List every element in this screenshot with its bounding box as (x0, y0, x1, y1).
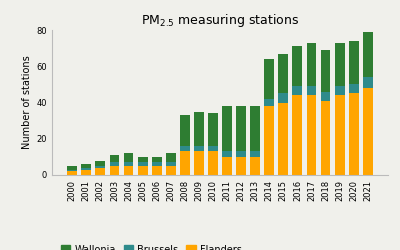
Bar (81, 168, 91, 170)
Bar (222, 152, 232, 157)
Bar (222, 157, 232, 175)
Bar (208, 146, 218, 152)
Bar (67, 170, 77, 172)
Bar (152, 166, 162, 175)
Bar (152, 162, 162, 166)
Bar (138, 166, 148, 175)
Bar (180, 115, 190, 146)
Bar (363, 32, 373, 77)
Bar (250, 106, 260, 152)
Bar (250, 152, 260, 157)
Bar (236, 152, 246, 157)
Bar (335, 43, 344, 86)
Bar (180, 152, 190, 175)
Bar (152, 157, 162, 162)
Bar (67, 172, 77, 175)
Bar (278, 102, 288, 175)
Bar (166, 153, 176, 162)
Y-axis label: Number of stations: Number of stations (22, 56, 32, 149)
Bar (363, 88, 373, 175)
Bar (306, 86, 316, 95)
Bar (194, 112, 204, 146)
Bar (166, 162, 176, 166)
Bar (110, 155, 119, 162)
Bar (278, 94, 288, 102)
Bar (349, 41, 359, 84)
Bar (96, 168, 105, 175)
Bar (264, 106, 274, 175)
Bar (110, 166, 119, 175)
Bar (124, 162, 134, 166)
Bar (292, 86, 302, 95)
Bar (335, 86, 344, 95)
Bar (335, 95, 344, 175)
Bar (180, 146, 190, 152)
Bar (96, 166, 105, 168)
Bar (208, 152, 218, 175)
Bar (166, 166, 176, 175)
Bar (236, 106, 246, 152)
Bar (306, 43, 316, 86)
Bar (306, 95, 316, 175)
Bar (194, 152, 204, 175)
Bar (96, 160, 105, 166)
Bar (124, 166, 134, 175)
Bar (81, 170, 91, 175)
Bar (194, 146, 204, 152)
Bar (236, 157, 246, 175)
Bar (208, 114, 218, 146)
Bar (292, 95, 302, 175)
Bar (349, 94, 359, 175)
Bar (138, 162, 148, 166)
Bar (278, 54, 288, 94)
Bar (321, 101, 330, 175)
Legend: Wallonia, Brussels, Flanders: Wallonia, Brussels, Flanders (57, 241, 246, 250)
Bar (81, 164, 91, 168)
Bar (138, 157, 148, 162)
Bar (222, 106, 232, 152)
Bar (349, 84, 359, 94)
Bar (292, 46, 302, 86)
Bar (250, 157, 260, 175)
Bar (363, 77, 373, 88)
Bar (321, 92, 330, 101)
Bar (124, 153, 134, 162)
Title: PM$_{2.5}$ measuring stations: PM$_{2.5}$ measuring stations (141, 12, 299, 29)
Bar (321, 50, 330, 92)
Bar (110, 162, 119, 166)
Bar (67, 166, 77, 170)
Bar (264, 99, 274, 106)
Bar (264, 59, 274, 99)
